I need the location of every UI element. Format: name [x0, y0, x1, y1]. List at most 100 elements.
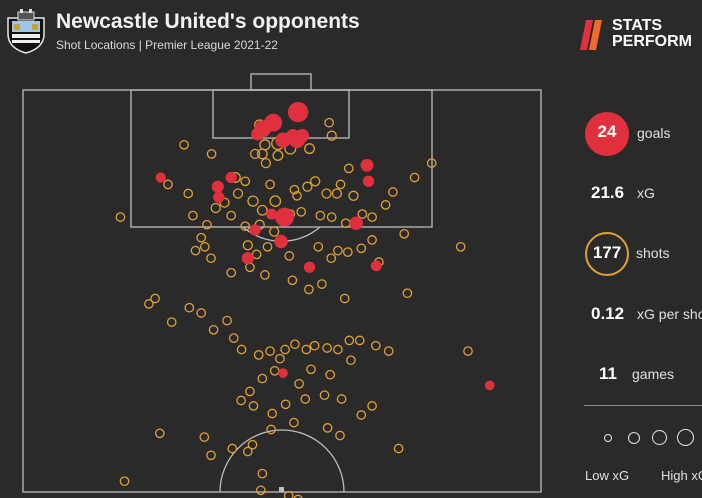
goal-shot-marker [287, 101, 309, 123]
shot-marker [222, 315, 232, 326]
shot-marker [463, 346, 473, 356]
shot-marker [356, 410, 367, 420]
shot-marker [257, 373, 268, 384]
shot-marker [346, 355, 356, 366]
shots-value: 177 [592, 243, 622, 262]
shot-marker [259, 139, 271, 151]
goals-value: 24 [597, 122, 617, 141]
shot-marker [399, 228, 410, 239]
shot-marker [326, 130, 337, 141]
goals-label: goals [637, 125, 671, 141]
goal-shot-marker [349, 216, 363, 230]
shot-marker [240, 176, 251, 187]
shot-marker [232, 188, 244, 199]
goal-shot-marker [249, 224, 261, 236]
shot-marker [367, 401, 377, 411]
shot-marker [208, 324, 219, 335]
shot-marker [166, 317, 177, 327]
shot-marker [240, 221, 251, 232]
shot-marker [245, 262, 255, 273]
goal-shot-marker [370, 260, 382, 272]
shot-marker [455, 241, 466, 252]
shot-marker [183, 188, 194, 199]
shot-marker [293, 494, 303, 498]
shot-marker [304, 143, 315, 155]
shot-marker [247, 439, 258, 450]
shot-marker [342, 247, 353, 257]
goal-shot-marker [288, 131, 306, 148]
shot-marker [196, 232, 207, 243]
shot-marker [393, 443, 404, 454]
newcastle-crest-icon [7, 9, 45, 54]
legend-high-label: High xG [661, 468, 702, 483]
goal-shot-marker [484, 380, 495, 391]
shot-marker [253, 350, 264, 360]
shot-marker [409, 172, 420, 183]
shot-marker [292, 190, 302, 201]
xg-label: xG [637, 185, 655, 201]
shot-marker [322, 343, 332, 353]
shot-marker [150, 293, 160, 304]
shot-marker [301, 344, 312, 355]
shot-marker [184, 302, 195, 313]
shot-marker [269, 365, 280, 376]
shot-marker [315, 210, 326, 221]
shot-marker [262, 241, 273, 252]
shot-marker [290, 339, 300, 350]
shot-marker [236, 344, 247, 355]
shots-badge [585, 232, 629, 276]
shot-marker [302, 181, 313, 192]
shot-marker [115, 212, 126, 222]
shot-marker [249, 148, 261, 160]
shot-marker [248, 401, 259, 411]
brand-line-2: PERFORM [612, 33, 692, 50]
shot-marker [336, 394, 347, 404]
shot-marker [188, 210, 198, 221]
shot-marker [154, 428, 165, 439]
goal-shot-marker [155, 172, 166, 183]
goal-shot-marker [211, 180, 224, 193]
shot-marker [206, 149, 217, 159]
shot-marker [227, 443, 238, 454]
xg-per-shot-label: xG per shot [637, 306, 702, 322]
games-value: 11 [599, 364, 617, 383]
shot-marker [283, 490, 294, 498]
shot-marker [255, 485, 266, 496]
shot-marker [356, 243, 367, 254]
shot-marker [226, 267, 237, 278]
shots-label: shots [636, 245, 670, 261]
shot-marker [247, 195, 259, 207]
shot-marker [280, 344, 290, 355]
shot-marker [269, 226, 280, 237]
shots-layer [115, 101, 495, 498]
shot-marker [383, 346, 394, 356]
shot-marker [317, 279, 327, 289]
xg-value: 21.6 [591, 183, 625, 202]
goal-shot-marker [225, 171, 237, 184]
shot-marker [280, 399, 291, 410]
shot-marker [179, 139, 189, 150]
shot-marker [265, 179, 275, 190]
chart-title: Newcastle United's opponents [56, 10, 360, 33]
goal-shot-marker [241, 252, 254, 265]
shot-marker [343, 163, 354, 174]
shot-marker [348, 190, 359, 201]
shot-marker [265, 346, 275, 356]
shot-marker [163, 179, 173, 190]
shot-marker [322, 423, 333, 433]
shot-marker [210, 202, 221, 214]
shot-marker [260, 270, 270, 280]
shot-marker [294, 378, 304, 389]
legend-circle-md [652, 430, 667, 445]
xg-size-legend: Low xG High xG [585, 420, 702, 498]
header: Newcastle United's opponents Shot Locati… [0, 0, 702, 70]
shot-marker [326, 212, 337, 222]
goal-shot-marker [213, 191, 225, 203]
chart-subtitle: Shot Locations | Premier League 2021-22 [56, 38, 278, 52]
shot-marker [339, 293, 350, 304]
shot-marker [119, 476, 130, 487]
shot-marker [370, 340, 381, 351]
legend-circle-xs [604, 434, 612, 442]
legend-circle-sm [628, 432, 640, 444]
shot-marker [190, 245, 201, 256]
